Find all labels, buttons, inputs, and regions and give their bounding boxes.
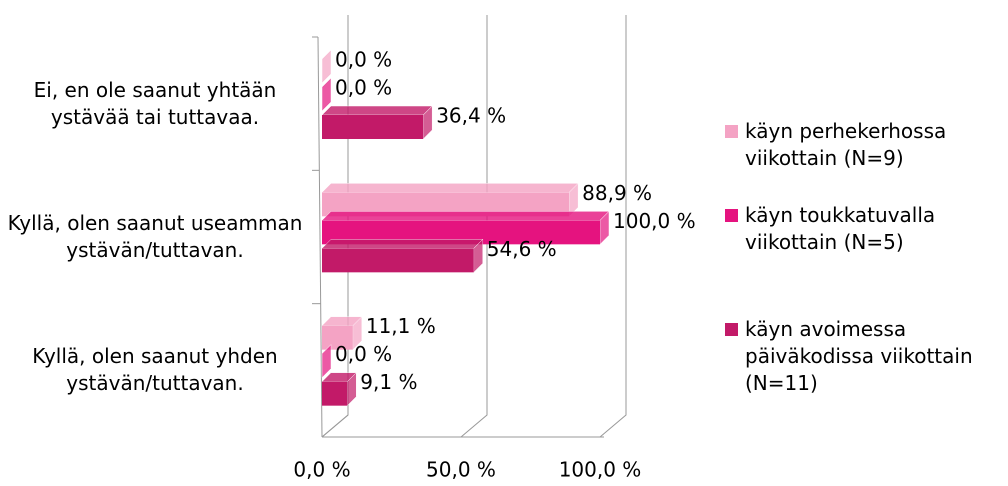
category-label: Kyllä, olen saanut yhden ystävän/tuttava…: [32, 344, 278, 396]
bar: [322, 248, 474, 273]
bar-top: [321, 211, 610, 221]
bar: [322, 325, 353, 350]
category-label: Kyllä, olen saanut useamman ystävän/tutt…: [7, 211, 303, 262]
legend-swatch: [725, 323, 738, 336]
value-label: 9,1 %: [360, 370, 417, 394]
axis-left: [317, 36, 323, 438]
value-label: 11,1 %: [366, 314, 436, 338]
legend-swatch: [725, 125, 738, 138]
bar-top: [321, 105, 433, 116]
bar-top: [321, 239, 484, 249]
legend-swatch: [725, 209, 738, 222]
value-label: 100,0 %: [613, 209, 696, 233]
value-label: 0,0 %: [335, 48, 392, 72]
legend-item: käyn perhekerhossa viikottain (N=9): [725, 118, 1005, 172]
value-label: 0,0 %: [335, 76, 392, 100]
bar-top: [321, 183, 579, 193]
value-label: 0,0 %: [335, 342, 392, 366]
x-tick-label: 100,0 %: [559, 458, 642, 482]
value-label: 54,6 %: [487, 237, 557, 261]
x-tick-label: 0,0 %: [293, 458, 350, 482]
bar-side: [321, 344, 332, 379]
x-tick-label: 50,0 %: [426, 458, 496, 482]
category-label: Ei, en ole saanut yhtään ystävää tai tut…: [33, 77, 277, 129]
legend-item: käyn avoimessa päiväkodissa viikottain (…: [725, 316, 1005, 397]
legend-item: käyn toukkatuvalla viikottain (N=5): [725, 202, 1005, 256]
bar: [322, 115, 424, 139]
value-label: 36,4 %: [436, 104, 506, 128]
value-label: 88,9 %: [582, 181, 652, 205]
bar: [322, 381, 348, 406]
bar-side: [321, 77, 332, 112]
grid-line: [599, 15, 627, 438]
grid-line: [321, 15, 349, 438]
bar-side: [321, 49, 332, 84]
grid-line: [460, 15, 488, 438]
bar-side: [568, 182, 579, 217]
